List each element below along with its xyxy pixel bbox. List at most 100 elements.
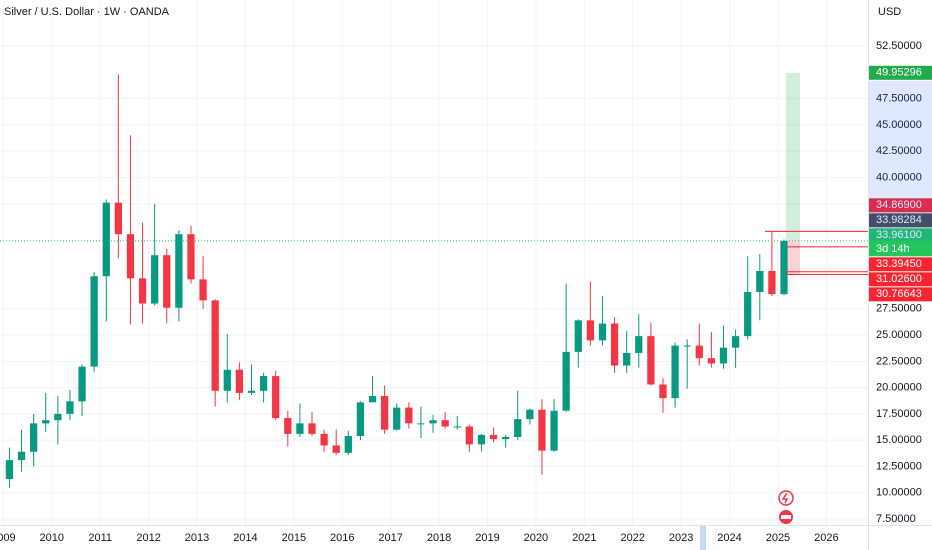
candle-body — [284, 418, 292, 434]
currency-label: USD — [878, 6, 901, 18]
candle-body — [223, 369, 231, 391]
candle-body — [731, 336, 740, 348]
price-tag: 33.98284 — [869, 213, 932, 228]
price-tag-label: 31.02600 — [876, 273, 922, 285]
candle-body — [368, 396, 377, 403]
price-tag: 30.76643 — [869, 287, 932, 302]
candle-body — [17, 451, 26, 461]
x-tick-label: 2016 — [330, 532, 354, 544]
y-tick-label: 15.00000 — [876, 434, 922, 446]
y-tick-label: 10.00000 — [876, 487, 922, 499]
candle-body — [296, 423, 304, 434]
x-tick-label: 2020 — [524, 532, 548, 544]
candle-body — [768, 270, 776, 295]
x-tick-label: 2017 — [378, 532, 402, 544]
candle-body — [78, 366, 86, 402]
candle-body — [441, 420, 449, 427]
x-tick-label: 2013 — [185, 532, 209, 544]
candle-body — [550, 410, 558, 451]
y-tick-label: 52.50000 — [876, 40, 922, 52]
candle-body — [683, 345, 691, 347]
price-tag: 49.95296 — [869, 65, 932, 80]
candle-body — [187, 234, 195, 280]
y-tick-label: 17.50000 — [876, 408, 922, 420]
price-tag-box — [869, 213, 932, 228]
y-tick-label: 45.00000 — [876, 119, 922, 131]
price-tag-box — [869, 198, 932, 213]
candle-body — [780, 240, 788, 295]
candle-body — [756, 270, 764, 292]
candle-body — [5, 460, 14, 480]
candle-body — [610, 323, 619, 366]
candle-body — [211, 300, 219, 391]
icon — [778, 490, 794, 524]
price-tag-box — [869, 257, 932, 272]
candle-body — [356, 402, 365, 436]
candle-body — [489, 434, 498, 440]
candle-body — [526, 409, 534, 420]
price-tag-label: 33.96100 — [876, 229, 922, 241]
candle-body — [163, 255, 171, 308]
candle-body — [126, 234, 135, 279]
candle-body — [465, 426, 473, 445]
x-tick-label: 2026 — [814, 532, 838, 544]
price-tag-box — [869, 228, 932, 257]
candle-body — [247, 390, 256, 393]
x-tick-label: 2014 — [233, 532, 257, 544]
candle-body — [538, 409, 546, 451]
x-tick-label: 2025 — [766, 532, 790, 544]
candle-body — [259, 376, 268, 391]
candle-body — [199, 279, 207, 301]
y-tick-label: 40.00000 — [876, 171, 922, 183]
candle-body — [54, 413, 62, 421]
price-tag-label: 30.76643 — [876, 288, 922, 300]
plot-area — [0, 0, 868, 525]
candle-body — [272, 376, 280, 419]
x-tick-label: 2018 — [427, 532, 451, 544]
target-zone — [786, 72, 800, 241]
x-tick-label: 2015 — [282, 532, 306, 544]
candle-body — [671, 345, 679, 399]
candle-body — [598, 323, 607, 341]
candle-body — [502, 437, 510, 440]
candle-body — [574, 320, 582, 352]
y-tick-label: 22.50000 — [876, 355, 922, 367]
x-tick-label: 2021 — [572, 532, 596, 544]
price-tag-label: 33.39450 — [876, 258, 922, 270]
candle-body — [30, 423, 38, 452]
candle-body — [114, 202, 122, 235]
price-tag: 31.02600 — [869, 272, 932, 287]
candle-body — [635, 336, 643, 353]
price-tag-label: 34.86900 — [876, 199, 922, 211]
candle-body — [308, 423, 316, 434]
candle-body — [102, 202, 110, 277]
candle-body — [719, 347, 728, 364]
stop-zone — [786, 240, 800, 275]
candle-body — [66, 401, 74, 414]
candle-body — [417, 423, 425, 425]
x-tick-label: 2022 — [620, 532, 644, 544]
candle-body — [138, 278, 147, 304]
candle-body — [659, 384, 667, 399]
candle-body — [344, 435, 352, 453]
time-highlight — [700, 526, 706, 550]
candle-body — [175, 234, 183, 308]
y-tick-label: 25.00000 — [876, 329, 922, 341]
axis-range-highlight — [869, 80, 932, 241]
x-tick-label: 2024 — [717, 532, 741, 544]
x-tick-label: 2009 — [0, 532, 16, 544]
price-tag-box — [869, 272, 932, 287]
candle-body — [320, 433, 328, 446]
price-tag-label: 49.95296 — [876, 67, 922, 79]
x-tick-label: 2010 — [40, 532, 64, 544]
x-tick-label: 2011 — [88, 532, 112, 544]
price-tag: 33.39450 — [869, 257, 932, 272]
candle-body — [151, 255, 159, 304]
candle-body — [90, 276, 98, 367]
candle-body — [393, 407, 401, 430]
candle-body — [42, 420, 50, 424]
candle-body — [707, 358, 716, 364]
y-tick-label: 12.50000 — [876, 460, 922, 472]
candle-body — [453, 426, 461, 428]
y-tick-label: 47.50000 — [876, 92, 922, 104]
